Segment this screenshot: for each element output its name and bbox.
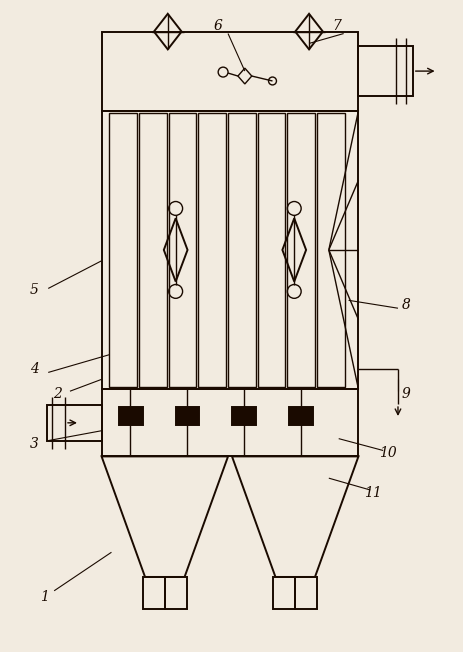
- Bar: [232, 407, 256, 425]
- Text: 7: 7: [332, 19, 341, 33]
- Bar: [109, 113, 137, 387]
- Bar: [101, 111, 358, 389]
- Bar: [288, 113, 315, 387]
- Bar: [165, 577, 187, 608]
- Text: 5: 5: [30, 284, 39, 297]
- Bar: [139, 113, 167, 387]
- Bar: [295, 577, 317, 608]
- Bar: [101, 31, 358, 111]
- Bar: [274, 577, 295, 608]
- Text: 10: 10: [379, 447, 397, 460]
- Bar: [317, 113, 344, 387]
- Bar: [143, 577, 165, 608]
- Bar: [169, 113, 196, 387]
- Bar: [358, 46, 413, 96]
- Bar: [101, 389, 358, 456]
- Bar: [228, 113, 256, 387]
- Bar: [258, 113, 285, 387]
- Text: 6: 6: [214, 19, 223, 33]
- Bar: [199, 113, 226, 387]
- Bar: [175, 407, 200, 425]
- Bar: [289, 407, 313, 425]
- Bar: [119, 407, 143, 425]
- Bar: [47, 405, 101, 441]
- Text: 8: 8: [401, 298, 410, 312]
- Text: 1: 1: [40, 589, 49, 604]
- Text: 11: 11: [364, 486, 382, 500]
- Text: 4: 4: [30, 363, 39, 376]
- Text: 2: 2: [53, 387, 62, 401]
- Text: 9: 9: [401, 387, 410, 401]
- Text: 3: 3: [30, 437, 39, 451]
